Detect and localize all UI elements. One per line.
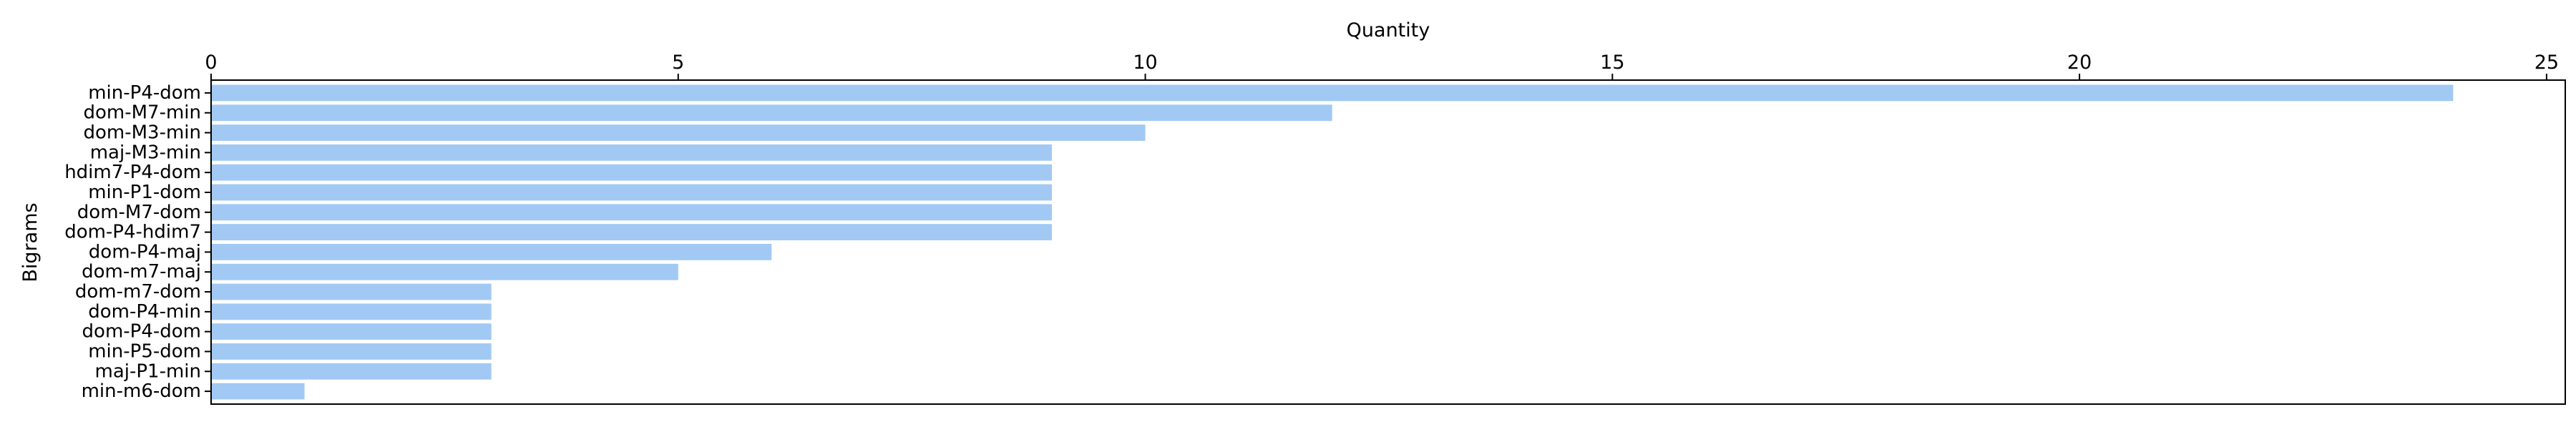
y-tick-label: dom-m7-dom <box>75 281 201 303</box>
x-tick-label: 20 <box>2067 51 2092 74</box>
y-tick-label: dom-P4-maj <box>89 241 201 262</box>
y-tick-label: dom-M3-min <box>83 122 201 144</box>
x-tick-label: 25 <box>2534 51 2559 74</box>
y-tick-label: min-P1-dom <box>88 182 201 203</box>
bar-maj-M3-min <box>211 144 1052 161</box>
bar-hdim7-P4-dom <box>211 164 1052 181</box>
bar-dom-M7-min <box>211 104 1332 122</box>
y-tick-label: maj-M3-min <box>90 142 201 163</box>
y-tick-label: min-m6-dom <box>82 381 201 402</box>
y-tick-label: min-P5-dom <box>88 340 201 362</box>
y-tick-label: dom-M7-min <box>83 102 201 124</box>
bar-min-P1-dom <box>211 184 1052 201</box>
bar-min-P4-dom <box>211 84 2454 102</box>
bar-dom-P4-hdim7 <box>211 224 1052 240</box>
bar-maj-P1-min <box>211 363 492 380</box>
y-tick-label: hdim7-P4-dom <box>64 162 201 183</box>
y-tick-label: dom-P4-min <box>88 301 201 323</box>
x-axis-label: Quantity <box>1347 19 1430 41</box>
bar-dom-M3-min <box>211 124 1146 141</box>
bar-min-m6-dom <box>211 383 305 400</box>
bar-min-P5-dom <box>211 343 492 360</box>
y-axis-ticks: min-P4-domdom-M7-mindom-M3-minmaj-M3-min… <box>64 82 211 402</box>
y-tick-label: dom-m7-maj <box>82 261 201 283</box>
y-tick-label: maj-P1-min <box>95 360 202 382</box>
bar-dom-P4-min <box>211 303 492 320</box>
bar-dom-m7-dom <box>211 283 492 300</box>
bar-dom-m7-maj <box>211 263 678 280</box>
x-axis-ticks: 0 5 10 15 20 25 <box>205 51 2559 80</box>
y-tick-label: dom-P4-hdim7 <box>64 222 201 243</box>
plot-frame <box>210 79 2566 405</box>
x-tick-label: 0 <box>205 51 217 74</box>
y-axis-label: Bigrams <box>19 202 42 282</box>
y-tick-label: dom-P4-dom <box>82 321 201 343</box>
x-tick-label: 10 <box>1133 51 1157 74</box>
x-tick-label: 5 <box>672 51 684 74</box>
bar-dom-P4-dom <box>211 323 492 340</box>
y-tick-label: min-P4-dom <box>88 82 201 104</box>
y-tick-label: dom-M7-dom <box>77 202 201 223</box>
bar-dom-P4-maj <box>211 244 772 260</box>
bars-layer <box>211 84 2454 400</box>
x-tick-label: 15 <box>1600 51 1624 74</box>
bar-dom-M7-dom <box>211 204 1052 221</box>
